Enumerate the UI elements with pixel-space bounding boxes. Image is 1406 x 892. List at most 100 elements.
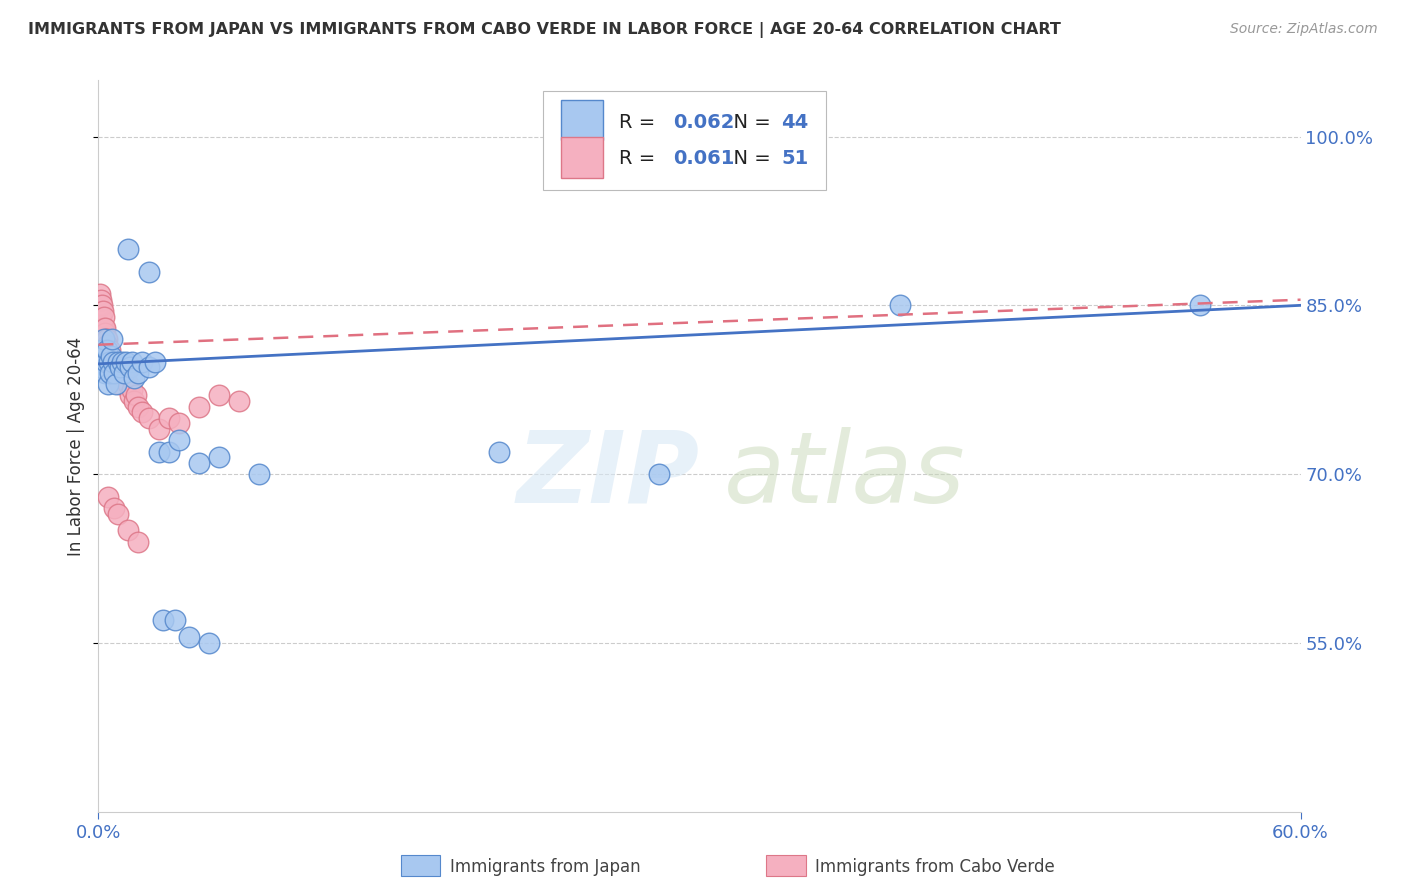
Point [110,377,132,392]
Point [138,360,160,375]
Point [96,337,118,351]
Point [124,371,146,385]
Point [98,349,121,363]
Point [197,636,219,650]
Text: N =: N = [721,113,778,132]
Point [107,507,129,521]
Point [125,388,148,402]
Point [103,366,125,380]
Point [648,467,671,482]
Point [91,298,114,312]
Point [488,444,510,458]
Point [101,332,124,346]
Point [167,417,190,431]
Point [114,371,136,385]
Text: 0.061: 0.061 [673,149,734,168]
Point [115,354,138,368]
Point [208,388,231,402]
Point [101,354,124,368]
Point [117,377,139,392]
Point [117,242,139,256]
Point [228,394,250,409]
Point [148,444,170,458]
Text: Immigrants from Cabo Verde: Immigrants from Cabo Verde [815,858,1056,876]
Point [143,354,166,368]
Text: 44: 44 [782,113,808,132]
Point [187,400,209,414]
Text: atlas: atlas [724,426,965,524]
Point [97,490,120,504]
Point [90,310,112,324]
Point [98,354,121,368]
Point [91,321,114,335]
Point [138,264,160,278]
Point [105,366,128,380]
Point [187,456,209,470]
Point [93,349,115,363]
Point [97,377,120,392]
Point [94,326,117,341]
Point [96,343,118,358]
Point [96,332,118,346]
FancyBboxPatch shape [561,137,603,178]
Point [100,366,122,380]
Point [114,366,136,380]
Point [148,422,170,436]
Point [117,524,139,538]
Point [120,360,142,375]
Point [103,360,125,375]
Point [107,366,129,380]
Point [94,366,117,380]
Text: ZIP: ZIP [516,426,700,524]
Point [94,321,117,335]
Point [247,467,270,482]
Point [90,360,112,375]
Text: Immigrants from Japan: Immigrants from Japan [450,858,641,876]
Point [103,500,125,515]
Point [107,354,129,368]
Point [89,310,111,324]
Point [889,298,911,312]
Point [131,354,153,368]
Point [93,321,115,335]
Point [157,444,180,458]
Point [111,366,134,380]
Point [89,354,111,368]
Text: R =: R = [619,113,661,132]
Text: Source: ZipAtlas.com: Source: ZipAtlas.com [1230,22,1378,37]
Point [120,388,142,402]
Point [105,377,128,392]
Point [89,287,111,301]
Point [96,343,118,358]
Point [138,410,160,425]
Point [121,383,143,397]
Point [208,450,231,465]
Point [131,405,153,419]
Point [93,332,115,346]
Point [1189,298,1212,312]
Text: R =: R = [619,149,661,168]
Point [167,434,190,448]
Point [100,349,122,363]
Point [93,310,115,324]
FancyBboxPatch shape [561,100,603,140]
Y-axis label: In Labor Force | Age 20-64: In Labor Force | Age 20-64 [67,336,86,556]
Point [90,293,112,307]
Point [100,360,122,375]
Point [128,366,150,380]
Point [103,366,125,380]
Point [107,371,129,385]
Point [128,534,150,549]
Point [93,332,115,346]
Point [121,354,143,368]
Point [91,304,114,318]
Point [124,394,146,409]
Point [104,354,127,368]
Point [111,354,134,368]
Point [91,343,114,358]
Point [177,630,200,644]
Point [163,614,186,628]
Point [96,354,118,368]
Text: 51: 51 [782,149,808,168]
Text: 0.062: 0.062 [673,113,734,132]
